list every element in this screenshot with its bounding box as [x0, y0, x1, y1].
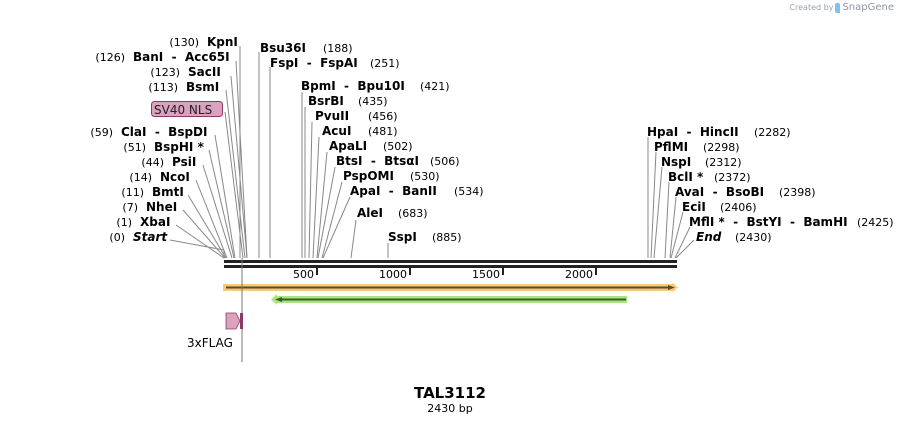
svg-text:ClaI - BspDI: ClaI - BspDI: [121, 125, 207, 139]
svg-text:2430 bp: 2430 bp: [427, 402, 472, 415]
svg-text:(2406): (2406): [720, 201, 757, 214]
credit-prefix: Created by: [789, 3, 834, 12]
svg-text:(59): (59): [90, 126, 113, 139]
svg-text:(683): (683): [398, 207, 428, 220]
svg-text:(2298): (2298): [703, 141, 740, 154]
snapgene-logo-icon: [835, 2, 841, 13]
svg-text:3xFLAG: 3xFLAG: [187, 336, 233, 350]
svg-text:FspI - FspAI: FspI - FspAI: [270, 56, 358, 70]
svg-text:(14): (14): [129, 171, 152, 184]
orf-forward[interactable]: [223, 283, 678, 292]
right-site-labels: HpaI - HincII (2282) PflMI (2298) NspI (…: [647, 125, 894, 244]
svg-text:BmtI: BmtI: [152, 185, 184, 199]
svg-text:NheI: NheI: [146, 200, 177, 214]
svg-text:(7): (7): [122, 201, 138, 214]
credit-brand: SnapGene: [842, 2, 894, 13]
svg-text:SV40 NLS: SV40 NLS: [154, 103, 212, 117]
svg-text:BspHI *: BspHI *: [154, 140, 205, 154]
svg-text:(2425): (2425): [857, 216, 894, 229]
svg-text:BsmI: BsmI: [186, 80, 219, 94]
svg-text:(51): (51): [123, 141, 146, 154]
svg-text:(113): (113): [148, 81, 178, 94]
svg-text:AleI: AleI: [357, 206, 383, 220]
svg-text:End: End: [696, 230, 722, 244]
svg-text:PsiI: PsiI: [172, 155, 196, 169]
sequence-backbone: [224, 260, 677, 268]
svg-text:500: 500: [293, 268, 314, 281]
left-site-labels: (130) KpnI (126) BanI - Acc65I (123) Sac…: [90, 35, 238, 244]
svg-text:1000: 1000: [379, 268, 407, 281]
svg-text:(1): (1): [116, 216, 132, 229]
svg-text:TAL3112: TAL3112: [414, 384, 486, 402]
scale-ticks: 500 1000 1500 2000: [293, 268, 597, 281]
svg-text:Bsu36I: Bsu36I: [260, 41, 306, 55]
svg-text:(126): (126): [95, 51, 125, 64]
svg-text:PspOMI: PspOMI: [343, 169, 394, 183]
snapgene-credit: Created by SnapGene: [789, 2, 894, 13]
svg-text:(885): (885): [432, 231, 462, 244]
svg-text:SacII: SacII: [188, 65, 221, 79]
svg-text:BclI *: BclI *: [668, 170, 704, 184]
feature-3xflag[interactable]: 3xFLAG: [187, 258, 243, 362]
svg-text:(421): (421): [420, 80, 450, 93]
mid-leader-lines: [258, 52, 389, 259]
svg-text:(2282): (2282): [754, 126, 791, 139]
svg-text:(456): (456): [368, 110, 398, 123]
svg-text:(11): (11): [121, 186, 144, 199]
svg-text:ApaI - BanII: ApaI - BanII: [350, 184, 437, 198]
svg-text:(2312): (2312): [705, 156, 742, 169]
mid-site-labels: Bsu36I (188) FspI - FspAI (251) BpmI - B…: [260, 41, 484, 244]
svg-text:(435): (435): [358, 95, 388, 108]
svg-text:(2372): (2372): [714, 171, 751, 184]
svg-text:MflI * - BstYI - BamHI: MflI * - BstYI - BamHI: [689, 215, 848, 229]
svg-text:2000: 2000: [565, 268, 593, 281]
svg-text:(188): (188): [323, 42, 353, 55]
svg-text:(44): (44): [141, 156, 164, 169]
svg-text:(2430): (2430): [735, 231, 772, 244]
svg-text:(506): (506): [430, 155, 460, 168]
svg-text:BtsI - BtsαI: BtsI - BtsαI: [336, 154, 419, 168]
svg-text:(130): (130): [169, 36, 199, 49]
svg-text:AvaI - BsoBI: AvaI - BsoBI: [675, 185, 764, 199]
svg-text:Start: Start: [133, 230, 168, 244]
svg-text:BsrBI: BsrBI: [308, 94, 344, 108]
feature-sv40-nls[interactable]: SV40 NLS: [151, 101, 223, 118]
svg-text:(534): (534): [454, 185, 484, 198]
svg-text:HpaI - HincII: HpaI - HincII: [647, 125, 739, 139]
svg-text:(530): (530): [410, 170, 440, 183]
svg-text:EciI: EciI: [682, 200, 706, 214]
svg-text:SspI: SspI: [388, 230, 417, 244]
svg-text:AcuI: AcuI: [322, 124, 351, 138]
svg-text:ApaLI: ApaLI: [329, 139, 367, 153]
svg-text:PflMI: PflMI: [654, 140, 688, 154]
svg-text:(502): (502): [383, 140, 413, 153]
right-leader-lines: [647, 137, 695, 259]
svg-text:(251): (251): [370, 57, 400, 70]
svg-text:1500: 1500: [472, 268, 500, 281]
svg-text:NspI: NspI: [661, 155, 691, 169]
svg-text:(0): (0): [109, 231, 125, 244]
svg-text:XbaI: XbaI: [140, 215, 170, 229]
svg-text:NcoI: NcoI: [160, 170, 190, 184]
svg-text:BanI - Acc65I: BanI - Acc65I: [133, 50, 230, 64]
svg-text:(2398): (2398): [779, 186, 816, 199]
svg-text:(123): (123): [150, 66, 180, 79]
left-leader-lines: [169, 46, 248, 259]
svg-text:(481): (481): [368, 125, 398, 138]
orf-reverse[interactable]: [271, 294, 627, 305]
svg-text:KpnI: KpnI: [207, 35, 238, 49]
map-title: TAL3112 2430 bp: [414, 384, 486, 415]
svg-text:PvuII: PvuII: [315, 109, 349, 123]
svg-text:BpmI - Bpu10I: BpmI - Bpu10I: [301, 79, 405, 93]
